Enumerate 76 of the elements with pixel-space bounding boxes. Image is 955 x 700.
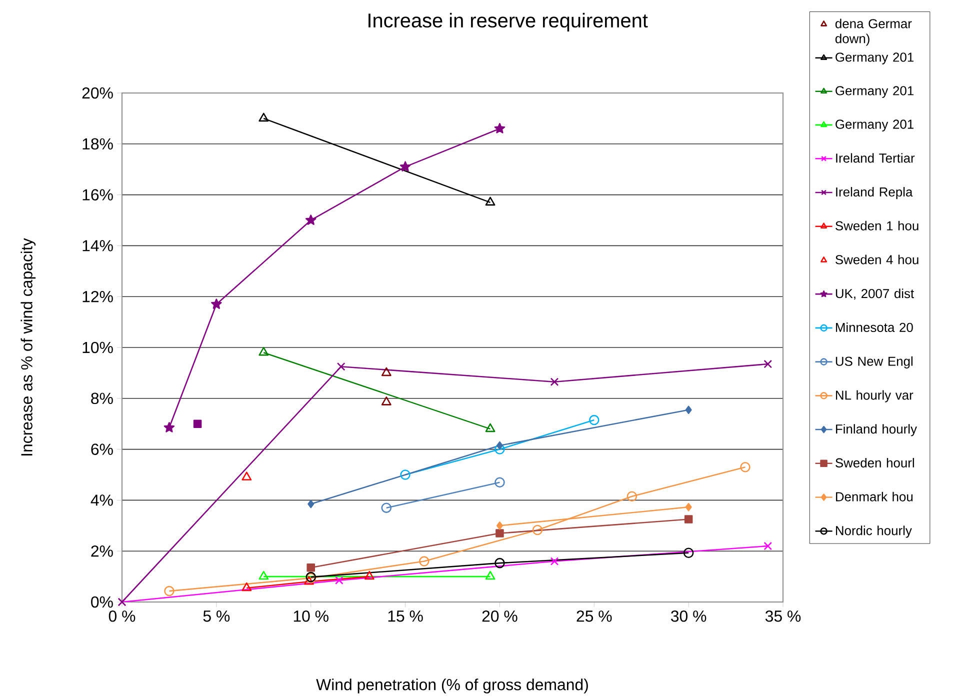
x-tick-label: 25 % (576, 610, 612, 622)
point (764, 360, 772, 368)
point (764, 542, 772, 550)
x-tick-label: 10 % (294, 610, 328, 622)
point (684, 515, 693, 524)
chart-title: Increase in reserve requirement (368, 12, 648, 32)
point (496, 529, 504, 538)
legend-label: Germany 201 (836, 120, 914, 132)
point (685, 406, 692, 414)
point (305, 214, 316, 225)
legend-label: dena Germar down) (835, 18, 912, 46)
legend-label: Sweden 1 hou (836, 220, 918, 230)
point (308, 500, 314, 508)
x-tick-label: 35 % (765, 610, 801, 622)
y-tick-label: 8% (91, 392, 113, 404)
point (496, 522, 503, 530)
point (496, 441, 503, 450)
point (306, 564, 315, 572)
x-tick-label: 20 % (482, 610, 518, 622)
y-tick-label: 0% (91, 596, 113, 608)
point (494, 477, 505, 488)
x-axis-title: Wind penetration (% of gross demand) (316, 678, 588, 694)
y-axis-title: Increase as % of wind capacity (20, 238, 36, 456)
point (364, 570, 374, 580)
point (336, 362, 346, 371)
point (242, 472, 252, 480)
point (400, 161, 411, 172)
legend-label: UK, 2007 dist (836, 288, 914, 300)
y-tick-label: 14% (82, 240, 113, 252)
x-tick-label: 30 % (671, 610, 706, 622)
point (164, 422, 175, 432)
legend-label: Denmark hou (836, 492, 913, 502)
point (419, 556, 430, 566)
legend-label: US New Engl (836, 356, 913, 368)
y-tick-label: 4% (90, 494, 113, 506)
point (304, 576, 314, 585)
legend-label: Germany 201 (836, 86, 914, 98)
legend-label: Ireland Repla (836, 187, 913, 200)
y-tick-label: 20% (82, 87, 113, 99)
y-tick-label: 6% (91, 444, 113, 455)
legend-label: Sweden 4 hou (836, 254, 918, 264)
point (685, 502, 692, 512)
point (683, 548, 694, 558)
legend-label: Finland hourly (836, 424, 917, 436)
legend-label: Ireland Tertiar (836, 153, 915, 163)
y-tick-label: 16% (82, 189, 113, 200)
legend-label: Sweden hourl (836, 458, 914, 468)
point (532, 524, 543, 536)
legend-label: Germany 201 (836, 52, 914, 64)
x-tick-label: 5 % (203, 610, 230, 622)
point (381, 367, 392, 376)
y-tick-label: 12% (82, 290, 113, 302)
point (740, 462, 750, 472)
point (589, 414, 600, 426)
point (494, 558, 505, 568)
y-tick-label: 2% (91, 545, 113, 557)
legend-label: NL hourly var (836, 390, 914, 402)
legend-label: Nordic hourly (836, 526, 912, 538)
legend-label: Minnesota 20 (836, 322, 913, 332)
point (242, 582, 252, 592)
point (381, 396, 392, 406)
point (494, 444, 505, 454)
point (211, 298, 222, 309)
point (193, 420, 202, 428)
point (381, 502, 392, 513)
point (550, 378, 559, 386)
point (400, 470, 410, 480)
x-tick-label: 0 % (108, 610, 136, 622)
point (626, 491, 638, 502)
point (494, 122, 506, 134)
point (164, 586, 174, 596)
point (550, 557, 559, 566)
x-tick-label: 15 % (388, 610, 423, 622)
y-tick-label: 18% (82, 138, 113, 150)
y-tick-label: 10% (82, 342, 113, 354)
point (335, 576, 344, 585)
